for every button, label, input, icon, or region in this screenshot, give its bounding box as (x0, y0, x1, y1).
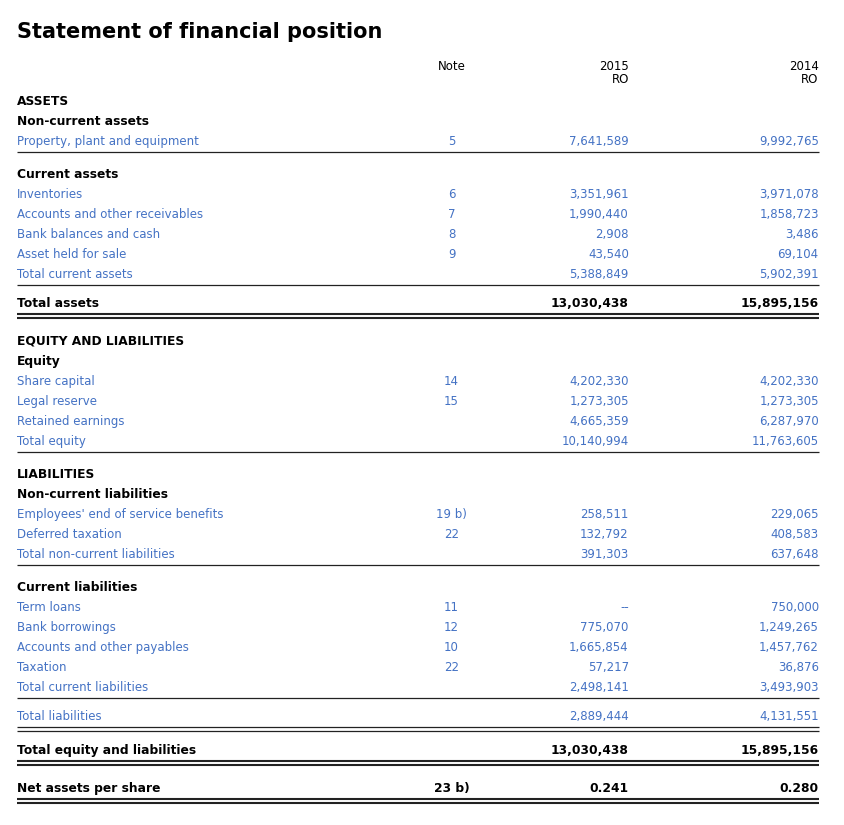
Text: 22: 22 (444, 528, 459, 541)
Text: 6,287,970: 6,287,970 (759, 415, 819, 428)
Text: RO: RO (611, 73, 629, 86)
Text: 11: 11 (444, 601, 459, 614)
Text: Total equity and liabilities: Total equity and liabilities (17, 744, 196, 757)
Text: 775,070: 775,070 (581, 621, 629, 634)
Text: 19 b): 19 b) (436, 508, 467, 521)
Text: 13,030,438: 13,030,438 (551, 297, 629, 310)
Text: Total assets: Total assets (17, 297, 99, 310)
Text: Total liabilities: Total liabilities (17, 710, 101, 723)
Text: ASSETS: ASSETS (17, 95, 69, 108)
Text: Retained earnings: Retained earnings (17, 415, 124, 428)
Text: 6: 6 (448, 188, 455, 201)
Text: 2,908: 2,908 (595, 228, 629, 241)
Text: Deferred taxation: Deferred taxation (17, 528, 122, 541)
Text: 408,583: 408,583 (771, 528, 819, 541)
Text: Statement of financial position: Statement of financial position (17, 22, 382, 42)
Text: Current liabilities: Current liabilities (17, 581, 138, 594)
Text: 2,889,444: 2,889,444 (569, 710, 629, 723)
Text: 11,763,605: 11,763,605 (751, 435, 819, 448)
Text: 7: 7 (448, 208, 455, 221)
Text: 15,895,156: 15,895,156 (740, 744, 819, 757)
Text: 1,249,265: 1,249,265 (759, 621, 819, 634)
Text: 4,202,330: 4,202,330 (570, 375, 629, 388)
Text: Share capital: Share capital (17, 375, 95, 388)
Text: 7,641,589: 7,641,589 (569, 135, 629, 148)
Text: Note: Note (437, 60, 466, 73)
Text: Equity: Equity (17, 355, 61, 368)
Text: Non-current assets: Non-current assets (17, 115, 149, 128)
Text: Total non-current liabilities: Total non-current liabilities (17, 548, 175, 561)
Text: 23 b): 23 b) (434, 782, 469, 795)
Text: Employees' end of service benefits: Employees' end of service benefits (17, 508, 224, 521)
Text: RO: RO (801, 73, 819, 86)
Text: 3,486: 3,486 (785, 228, 819, 241)
Text: EQUITY AND LIABILITIES: EQUITY AND LIABILITIES (17, 335, 184, 348)
Text: 3,971,078: 3,971,078 (759, 188, 819, 201)
Text: 2014: 2014 (789, 60, 819, 73)
Text: 5: 5 (448, 135, 455, 148)
Text: Term loans: Term loans (17, 601, 81, 614)
Text: 1,273,305: 1,273,305 (570, 395, 629, 408)
Text: Inventories: Inventories (17, 188, 83, 201)
Text: 57,217: 57,217 (587, 661, 629, 674)
Text: Total current liabilities: Total current liabilities (17, 681, 149, 694)
Text: Bank borrowings: Bank borrowings (17, 621, 116, 634)
Text: 750,000: 750,000 (771, 601, 819, 614)
Text: 10,140,994: 10,140,994 (561, 435, 629, 448)
Text: 15: 15 (444, 395, 459, 408)
Text: 13,030,438: 13,030,438 (551, 744, 629, 757)
Text: 9,992,765: 9,992,765 (759, 135, 819, 148)
Text: Total equity: Total equity (17, 435, 86, 448)
Text: 132,792: 132,792 (580, 528, 629, 541)
Text: 12: 12 (444, 621, 459, 634)
Text: 69,104: 69,104 (777, 248, 819, 261)
Text: 3,493,903: 3,493,903 (760, 681, 819, 694)
Text: 2015: 2015 (599, 60, 629, 73)
Text: 2,498,141: 2,498,141 (569, 681, 629, 694)
Text: Property, plant and equipment: Property, plant and equipment (17, 135, 198, 148)
Text: 8: 8 (448, 228, 455, 241)
Text: Bank balances and cash: Bank balances and cash (17, 228, 160, 241)
Text: 637,648: 637,648 (771, 548, 819, 561)
Text: 5,388,849: 5,388,849 (570, 268, 629, 281)
Text: 43,540: 43,540 (588, 248, 629, 261)
Text: 229,065: 229,065 (771, 508, 819, 521)
Text: LIABILITIES: LIABILITIES (17, 468, 95, 481)
Text: 3,351,961: 3,351,961 (569, 188, 629, 201)
Text: 14: 14 (444, 375, 459, 388)
Text: Total current assets: Total current assets (17, 268, 133, 281)
Text: 391,303: 391,303 (581, 548, 629, 561)
Text: 0.280: 0.280 (780, 782, 819, 795)
Text: Current assets: Current assets (17, 168, 118, 181)
Text: 1,273,305: 1,273,305 (760, 395, 819, 408)
Text: 4,665,359: 4,665,359 (569, 415, 629, 428)
Text: Accounts and other payables: Accounts and other payables (17, 641, 189, 654)
Text: Asset held for sale: Asset held for sale (17, 248, 127, 261)
Text: 1,665,854: 1,665,854 (569, 641, 629, 654)
Text: 15,895,156: 15,895,156 (740, 297, 819, 310)
Text: 10: 10 (444, 641, 459, 654)
Text: 9: 9 (448, 248, 455, 261)
Text: Net assets per share: Net assets per share (17, 782, 160, 795)
Text: Taxation: Taxation (17, 661, 67, 674)
Text: 1,858,723: 1,858,723 (760, 208, 819, 221)
Text: 4,202,330: 4,202,330 (760, 375, 819, 388)
Text: 0.241: 0.241 (590, 782, 629, 795)
Text: 4,131,551: 4,131,551 (759, 710, 819, 723)
Text: 258,511: 258,511 (581, 508, 629, 521)
Text: Accounts and other receivables: Accounts and other receivables (17, 208, 203, 221)
Text: --: -- (620, 601, 629, 614)
Text: 5,902,391: 5,902,391 (759, 268, 819, 281)
Text: Legal reserve: Legal reserve (17, 395, 97, 408)
Text: 1,990,440: 1,990,440 (569, 208, 629, 221)
Text: 22: 22 (444, 661, 459, 674)
Text: 36,876: 36,876 (777, 661, 819, 674)
Text: 1,457,762: 1,457,762 (759, 641, 819, 654)
Text: Non-current liabilities: Non-current liabilities (17, 488, 168, 501)
